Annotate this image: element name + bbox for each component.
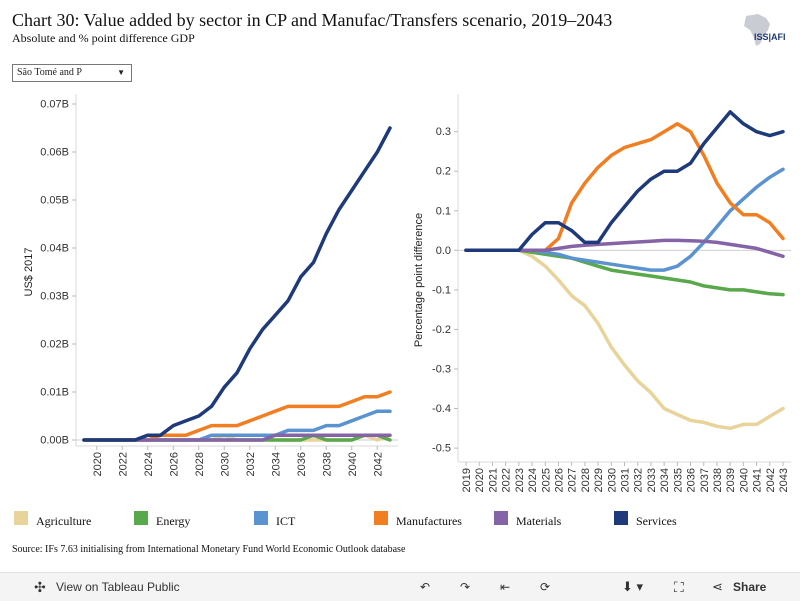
y-axis-label: Percentage point difference [413, 213, 425, 347]
y-tick-label: 0.3 [436, 126, 451, 138]
legend-swatch-services [614, 511, 628, 525]
x-tick-label: 2028 [194, 452, 206, 476]
x-tick-label: 2022 [501, 468, 513, 492]
y-tick-label: 0.02B [40, 339, 69, 351]
x-tick-label: 2021 [487, 468, 499, 492]
x-tick-label: 2024 [527, 468, 539, 492]
legend: Agriculture Energy ICT Manufactures Mate… [0, 505, 800, 533]
series-line-services [82, 126, 392, 442]
chevron-down-icon: ▼ [117, 68, 125, 77]
x-tick-label: 2036 [296, 452, 308, 476]
x-tick-label: 2033 [646, 468, 658, 492]
country-dropdown-value: São Tomé and P [17, 67, 82, 78]
x-tick-label: 2023 [514, 468, 526, 492]
legend-label-manufactures: Manufactures [396, 514, 462, 528]
series-line-energy [464, 248, 785, 297]
x-tick-label: 2019 [461, 468, 473, 492]
revert-icon[interactable]: ⇤ [500, 580, 511, 594]
y-tick-label: -0.5 [432, 443, 451, 455]
x-tick-label: 2035 [672, 468, 684, 492]
africa-shape [744, 14, 770, 46]
redo-icon[interactable]: ↷ [460, 580, 471, 594]
y-axis-label: US$ 2017 [23, 248, 35, 297]
legend-label-ict: ICT [276, 514, 296, 528]
x-tick-label: 2026 [168, 452, 180, 476]
country-dropdown[interactable]: São Tomé and P ▼ [12, 64, 132, 82]
refresh-icon[interactable]: ⟳ [540, 580, 551, 594]
legend-swatch-energy [134, 511, 148, 525]
chart-subtitle: Absolute and % point difference GDP [12, 31, 195, 45]
x-tick-label: 2020 [92, 452, 104, 476]
x-tick-label: 2032 [245, 452, 257, 476]
x-tick-label: 2040 [738, 468, 750, 492]
x-tick-label: 2020 [474, 468, 486, 492]
legend-label-energy: Energy [156, 514, 191, 528]
legend-label-materials: Materials [516, 514, 562, 528]
y-tick-label: 0.0 [436, 245, 451, 257]
tableau-icon: ✣ [34, 579, 46, 595]
legend-label-agriculture: Agriculture [36, 514, 92, 528]
x-tick-label: 2038 [321, 452, 333, 476]
x-tick-label: 2025 [540, 468, 552, 492]
y-tick-label: -0.3 [432, 363, 451, 375]
y-tick-label: -0.1 [432, 284, 451, 296]
series-line-ict [464, 167, 785, 272]
x-tick-label: 2041 [752, 468, 764, 492]
undo-icon[interactable]: ↶ [420, 580, 431, 594]
y-tick-label: 0.2 [436, 166, 451, 178]
legend-label-services: Services [636, 514, 677, 528]
x-tick-label: 2042 [765, 468, 777, 492]
share-icon[interactable]: ⋖ [712, 579, 723, 594]
series-line-materials [464, 238, 785, 259]
x-tick-label: 2027 [567, 468, 579, 492]
x-tick-label: 2028 [580, 468, 592, 492]
y-tick-label: 0.06B [40, 147, 69, 159]
legend-swatch-agriculture [14, 511, 28, 525]
x-tick-label: 2043 [778, 468, 790, 492]
legend-swatch-ict [254, 511, 268, 525]
y-tick-label: 0.00B [40, 435, 69, 447]
x-tick-label: 2031 [620, 468, 632, 492]
logo-text: ISS|AFI [754, 32, 786, 42]
x-tick-label: 2037 [699, 468, 711, 492]
y-tick-label: 0.05B [40, 195, 69, 207]
x-tick-label: 2029 [593, 468, 605, 492]
y-tick-label: -0.4 [432, 403, 451, 415]
x-tick-label: 2030 [219, 452, 231, 476]
source-note: Source: IFs 7.63 initialising from Inter… [12, 544, 406, 555]
y-tick-label: 0.1 [436, 205, 451, 217]
x-tick-label: 2036 [686, 468, 698, 492]
y-tick-label: 0.04B [40, 243, 69, 255]
y-tick-label: 0.01B [40, 387, 69, 399]
download-icon[interactable]: ⬇ ▾ [622, 579, 644, 594]
x-tick-label: 2034 [659, 468, 671, 492]
x-tick-label: 2034 [270, 452, 282, 476]
series-line-manufactures [464, 122, 785, 253]
share-button[interactable]: Share [733, 580, 767, 594]
x-tick-label: 2038 [712, 468, 724, 492]
y-tick-label: 0.03B [40, 291, 69, 303]
iss-africa-logo: ISS|AFI [744, 14, 786, 46]
x-tick-label: 2024 [143, 452, 155, 476]
fullscreen-icon[interactable]: ⛶ [674, 579, 684, 595]
x-tick-label: 2022 [117, 452, 129, 476]
x-tick-label: 2040 [347, 452, 359, 476]
chart-title: Chart 30: Value added by sector in CP an… [12, 10, 613, 30]
tableau-footer: ✣ View on Tableau Public ↶ ↷ ⇤ ⟳ ⬇ ▾ ⛶ ⋖… [0, 572, 800, 601]
x-tick-label: 2032 [633, 468, 645, 492]
y-tick-label: -0.2 [432, 324, 451, 336]
view-on-tableau-link[interactable]: View on Tableau Public [56, 580, 180, 594]
x-tick-label: 2026 [553, 468, 565, 492]
series-line-services [464, 110, 785, 253]
x-tick-label: 2030 [606, 468, 618, 492]
legend-swatch-manufactures [374, 511, 388, 525]
x-tick-label: 2039 [725, 468, 737, 492]
x-tick-label: 2042 [372, 452, 384, 476]
legend-swatch-materials [494, 511, 508, 525]
series-line-agriculture [464, 248, 785, 431]
y-tick-label: 0.07B [40, 99, 69, 111]
